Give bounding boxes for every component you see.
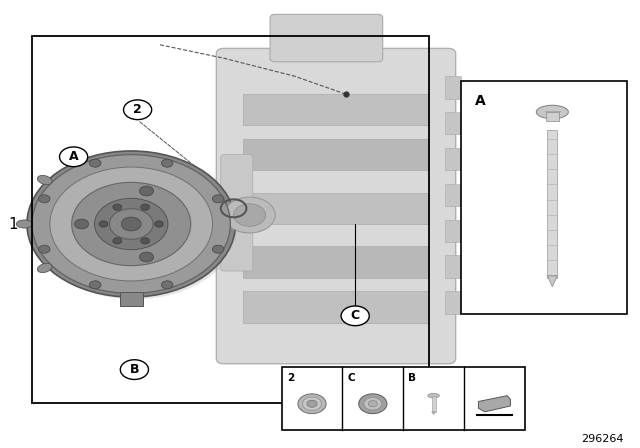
Bar bbox=[461, 81, 627, 314]
Circle shape bbox=[154, 221, 163, 227]
Text: C: C bbox=[351, 309, 360, 323]
Text: 2: 2 bbox=[287, 373, 294, 383]
Text: A: A bbox=[68, 150, 79, 164]
Circle shape bbox=[113, 238, 122, 244]
Circle shape bbox=[224, 197, 275, 233]
Circle shape bbox=[74, 219, 88, 229]
Circle shape bbox=[90, 281, 101, 289]
Bar bbox=[546, 112, 559, 121]
Text: 296264: 296264 bbox=[582, 434, 624, 444]
Text: C: C bbox=[348, 373, 355, 383]
Bar bbox=[32, 36, 429, 403]
Circle shape bbox=[72, 182, 191, 266]
Ellipse shape bbox=[37, 175, 52, 185]
Circle shape bbox=[109, 209, 153, 239]
Circle shape bbox=[90, 159, 101, 167]
Bar bbox=[445, 291, 461, 314]
Circle shape bbox=[50, 167, 212, 281]
Bar bbox=[445, 184, 461, 206]
Circle shape bbox=[368, 401, 378, 407]
Circle shape bbox=[298, 394, 326, 414]
Polygon shape bbox=[479, 396, 511, 412]
FancyBboxPatch shape bbox=[216, 48, 456, 364]
Bar bbox=[432, 396, 435, 412]
Polygon shape bbox=[547, 276, 557, 287]
Bar bbox=[243, 246, 429, 278]
Circle shape bbox=[140, 186, 154, 196]
Circle shape bbox=[359, 394, 387, 414]
Ellipse shape bbox=[16, 220, 32, 228]
Circle shape bbox=[120, 360, 148, 379]
Bar bbox=[243, 291, 429, 323]
Circle shape bbox=[212, 245, 224, 253]
FancyBboxPatch shape bbox=[221, 155, 253, 271]
Ellipse shape bbox=[37, 263, 52, 273]
Bar bbox=[243, 94, 429, 125]
Circle shape bbox=[234, 204, 266, 226]
Ellipse shape bbox=[428, 393, 440, 398]
Bar bbox=[243, 193, 429, 224]
Circle shape bbox=[122, 217, 141, 231]
Bar bbox=[120, 292, 143, 306]
Circle shape bbox=[161, 159, 173, 167]
Bar bbox=[445, 76, 461, 99]
Bar bbox=[445, 255, 461, 278]
Circle shape bbox=[341, 306, 369, 326]
Bar bbox=[445, 148, 461, 170]
Text: B: B bbox=[130, 363, 139, 376]
Circle shape bbox=[124, 100, 152, 120]
Circle shape bbox=[141, 204, 150, 210]
Circle shape bbox=[307, 400, 317, 407]
Bar bbox=[282, 367, 525, 430]
Bar bbox=[445, 220, 461, 242]
Circle shape bbox=[113, 204, 122, 210]
Text: B: B bbox=[408, 373, 417, 383]
Circle shape bbox=[141, 238, 150, 244]
Circle shape bbox=[32, 155, 230, 293]
Circle shape bbox=[60, 147, 88, 167]
Circle shape bbox=[161, 281, 173, 289]
Ellipse shape bbox=[536, 105, 568, 119]
Circle shape bbox=[95, 198, 168, 250]
Text: A: A bbox=[475, 94, 486, 108]
Circle shape bbox=[99, 221, 108, 227]
Text: 2: 2 bbox=[133, 103, 142, 116]
Text: 1: 1 bbox=[8, 216, 18, 232]
Polygon shape bbox=[432, 412, 435, 414]
Circle shape bbox=[140, 252, 154, 262]
Circle shape bbox=[38, 245, 50, 253]
FancyBboxPatch shape bbox=[270, 14, 383, 62]
Bar bbox=[243, 139, 429, 170]
Circle shape bbox=[27, 151, 236, 297]
Circle shape bbox=[38, 195, 50, 203]
Circle shape bbox=[30, 153, 239, 299]
Bar bbox=[547, 130, 557, 278]
Bar bbox=[445, 112, 461, 134]
Circle shape bbox=[302, 397, 322, 410]
Circle shape bbox=[212, 195, 224, 203]
Circle shape bbox=[364, 397, 381, 410]
